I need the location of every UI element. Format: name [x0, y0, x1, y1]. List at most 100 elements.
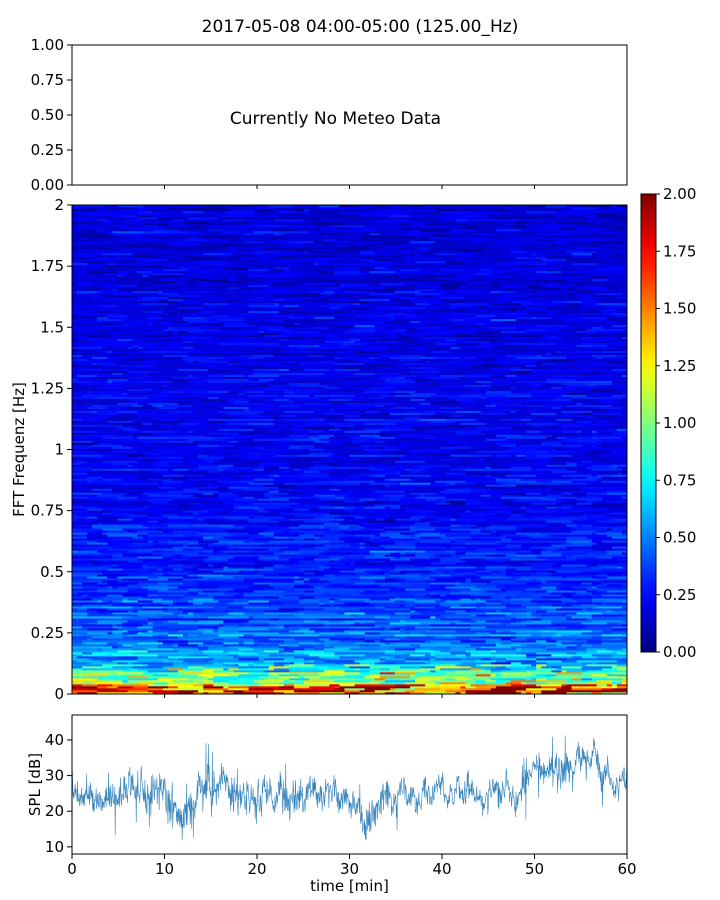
- spectrogram-cell: [122, 628, 148, 631]
- spectrogram-cell: [465, 506, 481, 509]
- spectrogram-cell: [137, 612, 164, 615]
- spectrogram-cell: [455, 654, 466, 657]
- spectrogram-cell: [253, 512, 280, 515]
- spectrogram-cell: [465, 426, 476, 429]
- spectrogram-cell: [369, 626, 381, 629]
- spectrogram-cell: [102, 600, 108, 603]
- spectrogram-cell: [72, 406, 88, 409]
- spectrogram-cell: [621, 532, 628, 535]
- spectrogram-cell: [430, 656, 436, 659]
- spectrogram-cell: [551, 550, 582, 553]
- spectrogram-cell: [450, 524, 461, 527]
- spectrogram-cell: [72, 676, 93, 679]
- spectrogram-cell: [324, 432, 340, 435]
- spectrogram-cell: [334, 578, 350, 581]
- spectrogram-cell: [521, 662, 532, 665]
- spectrogram-cell: [157, 482, 184, 485]
- spectrogram-cell: [208, 620, 224, 623]
- spectrogram-cell: [273, 598, 305, 601]
- spectrogram-cell: [157, 418, 179, 421]
- spectrogram-cell: [445, 520, 476, 523]
- spectrogram-cell: [137, 658, 169, 661]
- spectrogram-cell: [177, 650, 204, 653]
- spectrogram-cell: [294, 588, 300, 591]
- spectrogram-cell: [586, 500, 598, 503]
- spectrogram-cell: [389, 506, 401, 509]
- spectrogram-cell: [379, 438, 396, 441]
- spectrogram-cell: [183, 634, 189, 637]
- spectrogram-cell: [601, 640, 628, 643]
- spectrogram-cell: [394, 422, 426, 425]
- spectrogram-cell: [319, 600, 325, 603]
- spectrogram-cell: [132, 448, 143, 451]
- spectrogram-cell: [536, 674, 547, 677]
- spectrogram-cell: [273, 662, 295, 665]
- spectrogram-cell: [172, 468, 189, 471]
- spectrogram-cell: [97, 544, 103, 547]
- spectrogram-cell: [97, 530, 103, 533]
- spectrogram-cell: [460, 582, 487, 585]
- spectrogram-cell: [97, 412, 118, 415]
- spectrogram-cell: [263, 566, 290, 569]
- spectrogram-cell: [374, 552, 391, 555]
- spectrogram-cell: [516, 552, 542, 555]
- spectrogram-cell: [233, 544, 244, 547]
- spectrogram-cell: [505, 596, 512, 599]
- spectrogram-cell: [294, 684, 300, 687]
- spectrogram-cell: [268, 452, 275, 455]
- spectrogram-cell: [223, 664, 234, 667]
- spectrogram-cell: [450, 450, 476, 453]
- spectrogram-cell: [314, 414, 345, 417]
- spectrogram-cell: [460, 664, 476, 667]
- spectrogram-cell: [510, 642, 517, 645]
- spectrogram-cell: [172, 384, 189, 387]
- spectrogram-cell: [283, 664, 290, 667]
- spectrogram-cell: [384, 642, 391, 645]
- spectrogram-cell: [591, 460, 603, 463]
- spectrogram-cell: [521, 644, 527, 647]
- spectrogram-cell: [268, 560, 295, 563]
- spectrogram-cell: [188, 678, 209, 681]
- spectrogram-cell: [354, 422, 365, 425]
- spectrogram-cell: [621, 390, 628, 393]
- spectrogram-cell: [485, 582, 507, 585]
- spectrogram-cell: [288, 570, 305, 573]
- spectrogram-cell: [455, 692, 461, 695]
- spectrogram-cell: [505, 614, 527, 617]
- spectrogram-cell: [243, 580, 275, 583]
- spectrogram-cell: [546, 570, 557, 573]
- spectrogram-cell: [228, 650, 244, 653]
- spectrogram-cell: [521, 652, 537, 655]
- spectrogram-cell: [349, 526, 355, 529]
- spectrogram-cell: [268, 604, 295, 607]
- spectrogram-cell: [309, 618, 320, 621]
- spectrogram-cell: [258, 558, 290, 561]
- spectrogram-cell: [167, 608, 179, 611]
- spectrogram-cell: [510, 514, 522, 517]
- spectrogram-cell: [389, 664, 411, 667]
- spectrogram-cell: [374, 548, 406, 551]
- spectrogram-cell: [364, 600, 396, 603]
- spectrogram-cell: [415, 606, 436, 609]
- spectrogram-cell: [490, 488, 522, 491]
- spectrogram-cell: [127, 514, 148, 517]
- spectrogram-cell: [394, 656, 401, 659]
- spectrogram-cell: [521, 444, 552, 447]
- spectrogram-cell: [294, 654, 310, 657]
- spectrogram-cell: [162, 528, 189, 531]
- spectrogram-cell: [218, 486, 229, 489]
- spectrogram-cell: [596, 384, 623, 387]
- spectrogram-cell: [611, 488, 628, 491]
- spectrogram-cell: [172, 546, 204, 549]
- spectrogram-cell: [470, 654, 502, 657]
- spectrogram-cell: [183, 522, 209, 525]
- spectrogram-cell: [551, 398, 572, 401]
- spectrogram-cell: [319, 496, 335, 499]
- spectrogram-cell: [616, 494, 628, 497]
- spectrogram-cell: [510, 560, 542, 563]
- spectrogram-cell: [485, 638, 502, 641]
- spectrogram-cell: [152, 416, 174, 419]
- spectrogram-cell: [541, 384, 567, 387]
- spectrogram-cell: [399, 456, 406, 459]
- spectrogram-cell: [430, 662, 461, 665]
